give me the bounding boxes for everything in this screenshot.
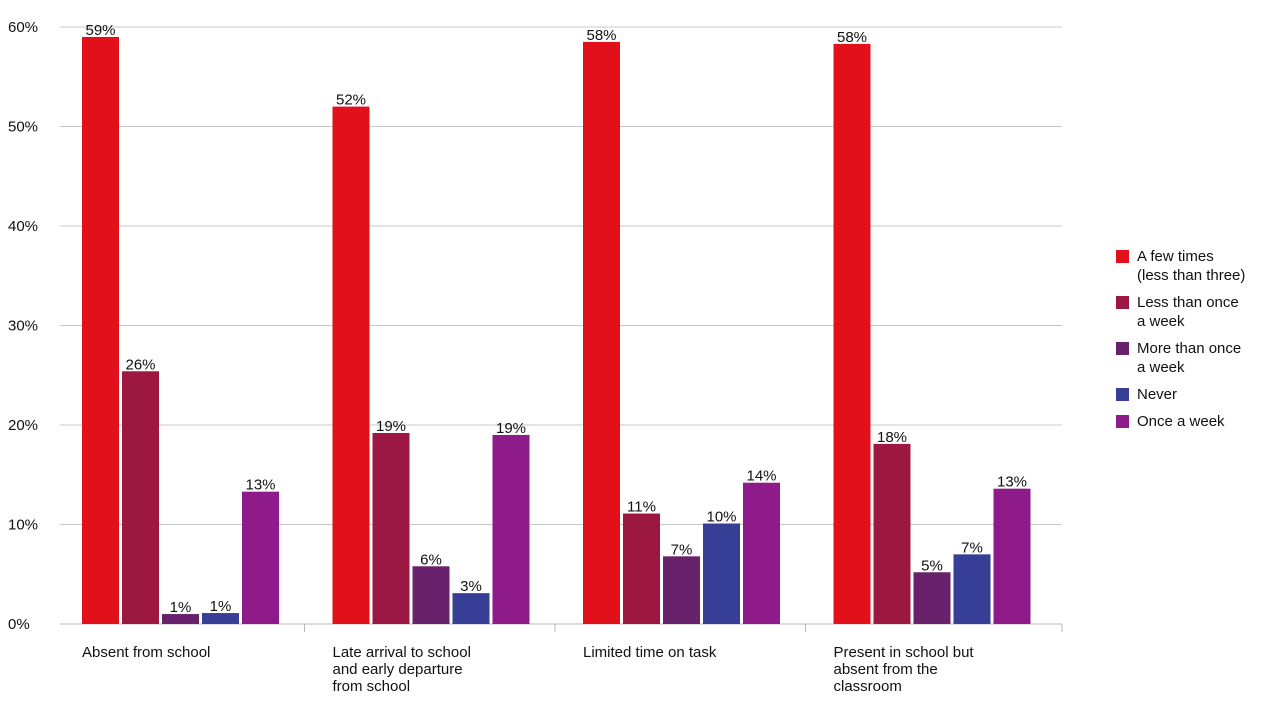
bar — [993, 488, 1031, 624]
data-label: 11% — [627, 499, 656, 516]
bar — [873, 443, 911, 624]
y-tick-label: 10% — [8, 517, 38, 534]
legend-label: Less than once a week — [1137, 294, 1239, 330]
data-label: 5% — [921, 557, 943, 574]
legend-item: Never — [1116, 385, 1286, 404]
bar — [623, 513, 660, 624]
data-label: 3% — [460, 578, 482, 595]
y-tick-label: 60% — [8, 19, 38, 36]
legend-item: Once a week — [1116, 412, 1286, 431]
bar — [492, 434, 530, 624]
legend-label: Once a week — [1137, 413, 1225, 430]
data-label: 58% — [586, 27, 616, 44]
data-label: 59% — [85, 22, 115, 39]
data-label: 18% — [877, 429, 907, 446]
category-label: Limited time on task — [583, 644, 717, 661]
legend-label: A few times (less than three) — [1137, 248, 1246, 284]
bar — [663, 556, 700, 624]
legend-swatch — [1116, 250, 1129, 263]
data-label: 14% — [746, 468, 776, 485]
category-label: Absent from school — [82, 644, 210, 661]
legend-label: More than once a week — [1137, 340, 1242, 376]
category-label: Late arrival to school and early departur… — [333, 644, 471, 695]
legend-swatch — [1116, 296, 1129, 309]
data-label: 1% — [210, 598, 232, 615]
data-label: 13% — [245, 477, 275, 494]
data-label: 19% — [496, 420, 526, 437]
category-label: Present in school but absent from the clas… — [834, 644, 975, 695]
bar — [202, 613, 239, 624]
bar — [242, 491, 279, 624]
data-label: 58% — [837, 29, 867, 46]
data-label: 6% — [420, 551, 442, 568]
legend-item: A few times (less than three) — [1116, 247, 1286, 285]
bar — [833, 43, 871, 625]
y-tick-label: 20% — [8, 417, 38, 434]
legend-item: Less than once a week — [1116, 293, 1286, 331]
data-label: 7% — [671, 541, 693, 558]
y-tick-label: 30% — [8, 318, 38, 335]
bar — [82, 36, 119, 624]
data-label: 26% — [125, 356, 155, 373]
data-label: 10% — [706, 509, 736, 526]
bar — [372, 432, 410, 624]
y-tick-label: 40% — [8, 218, 38, 235]
bar — [913, 572, 951, 624]
bar — [953, 554, 991, 624]
data-label: 1% — [170, 599, 192, 616]
bar — [332, 106, 370, 625]
legend: A few times (less than three) Less than o… — [1116, 247, 1286, 439]
legend-swatch — [1116, 415, 1129, 428]
bar — [583, 41, 620, 625]
legend-item: More than once a week — [1116, 339, 1286, 377]
data-label: 13% — [997, 474, 1027, 491]
bar-chart: 0% 10% 20% 30% 40% 50% 60% 59% 26% 1% 1% 13% Absent … — [8, 19, 1063, 695]
bar — [162, 614, 199, 624]
bar — [743, 482, 780, 624]
bar — [412, 566, 450, 624]
y-tick-label: 50% — [8, 119, 38, 136]
bar — [452, 593, 490, 624]
legend-label: Never — [1137, 386, 1178, 403]
data-label: 19% — [376, 418, 406, 435]
y-tick-label: 0% — [8, 616, 30, 633]
bar — [703, 523, 740, 624]
data-label: 7% — [961, 539, 983, 556]
legend-swatch — [1116, 342, 1129, 355]
legend-swatch — [1116, 388, 1129, 401]
data-label: 52% — [336, 92, 366, 109]
bar — [122, 371, 159, 624]
